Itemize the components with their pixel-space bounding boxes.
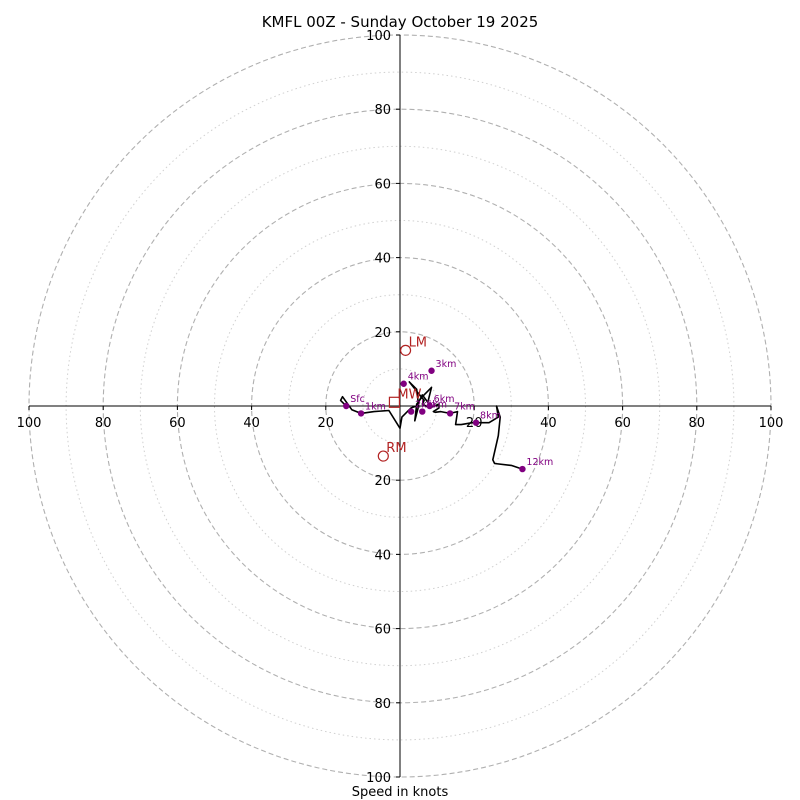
y-tick-label: 80 (374, 697, 391, 712)
x-tick-label: 100 (759, 416, 784, 431)
height-marker-label: 4km (408, 372, 429, 383)
x-tick-label: 20 (318, 416, 335, 431)
storm-motions: LM MW RM (377, 335, 427, 462)
height-marker-label: 1km (365, 401, 386, 412)
y-tick-label: 40 (374, 252, 391, 267)
storm-motion-label: RM (386, 441, 406, 456)
height-marker-dot (426, 402, 433, 410)
x-tick-label: 60 (614, 416, 631, 431)
storm-motion-label: LM (409, 335, 427, 350)
height-marker-dot (428, 367, 435, 374)
height-marker-dot (446, 410, 454, 417)
height-marker-label: 6km (434, 394, 455, 405)
storm-motion-marker (377, 450, 389, 462)
height-marker-label: 7km (454, 401, 475, 412)
y-tick-label: 80 (374, 103, 391, 118)
y-tick-label: 60 (374, 177, 391, 192)
x-tick-label: 40 (540, 416, 557, 431)
tick-labels: 1008060402020406080100100806040202040608… (17, 29, 784, 786)
height-marker-label: 5km (426, 400, 447, 411)
x-axis-label: Speed in knots (352, 785, 449, 800)
height-marker-dot (357, 410, 365, 417)
height-marker-label: 2km (415, 400, 436, 411)
height-marker-label: 12km (526, 457, 553, 468)
y-tick-label: 60 (374, 623, 391, 638)
y-tick-label: 100 (366, 771, 391, 786)
height-marker-dot (519, 465, 526, 473)
height-marker-label: Sfc (350, 394, 365, 405)
storm-motion-marker (399, 344, 412, 356)
wind-trace (339, 381, 523, 470)
height-marker-dot (400, 380, 407, 387)
wind-profile-line (339, 381, 523, 470)
x-tick-label: 60 (169, 416, 186, 431)
x-tick-label: 80 (95, 416, 112, 431)
y-tick-label: 40 (374, 548, 391, 563)
height-marker-dot (472, 419, 480, 426)
x-tick-label: 100 (17, 416, 42, 431)
height-marker-label: 8km (480, 411, 501, 422)
height-marker-dot (419, 408, 426, 415)
storm-motion-marker (388, 396, 401, 408)
height-marker-dot (343, 402, 350, 410)
storm-motion-label: MW (397, 387, 421, 402)
x-tick-label: 80 (689, 416, 706, 431)
y-tick-label: 20 (374, 474, 391, 489)
y-tick-label: 100 (366, 29, 391, 44)
y-tick-label: 20 (374, 326, 391, 341)
chart-title: KMFL 00Z - Sunday October 19 2025 (262, 13, 539, 31)
x-tick-label: 40 (243, 416, 260, 431)
height-marker-label: 3km (436, 359, 457, 370)
height-marker-dot (407, 408, 415, 415)
